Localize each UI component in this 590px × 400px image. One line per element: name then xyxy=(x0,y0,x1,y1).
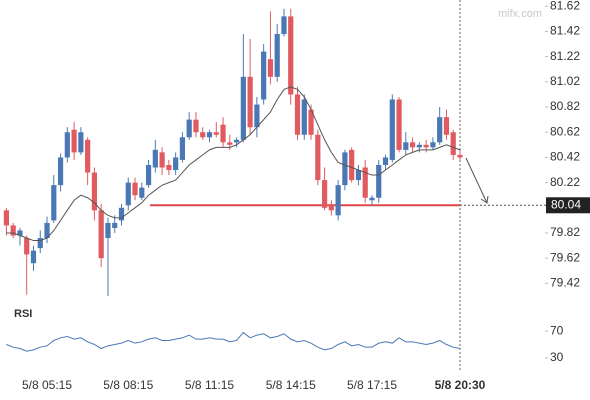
candle-body xyxy=(159,152,165,168)
candle-body xyxy=(78,132,84,153)
candle-body xyxy=(342,152,348,186)
candle-body xyxy=(294,94,301,135)
y-tick-label: 79.62 xyxy=(550,250,580,264)
candle-body xyxy=(57,157,64,186)
candle-body xyxy=(206,132,213,138)
candle-body xyxy=(410,142,416,148)
candle-body xyxy=(376,164,382,198)
candle-body xyxy=(227,142,233,145)
candle-body xyxy=(233,139,240,143)
candle-body xyxy=(186,119,192,138)
y-tick-label: 80.22 xyxy=(550,175,580,189)
rsi-line xyxy=(6,331,461,352)
candle-body xyxy=(281,16,287,35)
price-box xyxy=(546,197,590,214)
candle-body xyxy=(274,34,280,77)
candle-body xyxy=(389,99,395,160)
candle-body xyxy=(145,164,152,186)
candle-body xyxy=(105,222,111,239)
candle-body xyxy=(152,149,158,168)
x-tick-label: 5/8 11:15 xyxy=(185,378,234,392)
x-tick-label: 5/8 14:15 xyxy=(266,378,316,392)
candle-body xyxy=(254,104,260,128)
candle-body xyxy=(17,230,23,236)
candle-body xyxy=(85,139,91,173)
candle-body xyxy=(247,76,253,128)
candle-body xyxy=(430,142,436,148)
candle-body xyxy=(213,132,219,135)
candle-body xyxy=(24,238,30,255)
candle-body xyxy=(396,99,402,150)
rsi-label: RSI xyxy=(14,308,32,320)
candle-body xyxy=(64,132,70,158)
candle-body xyxy=(321,180,328,208)
candle-body xyxy=(308,109,314,135)
candle-body xyxy=(91,172,98,211)
x-tick-label: 5/8 05:15 xyxy=(22,378,72,392)
candle-body xyxy=(335,185,341,216)
y-tick-label: 79.82 xyxy=(550,225,580,239)
candle-body xyxy=(437,117,443,143)
moving-average xyxy=(6,86,461,242)
candle-body xyxy=(30,250,37,264)
candle-body xyxy=(166,164,172,171)
rsi-tick-label: 30 xyxy=(550,350,564,364)
candle-body xyxy=(349,149,355,181)
candle-body xyxy=(37,238,43,249)
y-tick-label: 81.62 xyxy=(550,0,580,12)
watermark: mifx.com xyxy=(498,8,542,20)
candle-body xyxy=(112,222,118,228)
y-tick-label: 81.42 xyxy=(550,24,580,38)
candle-body xyxy=(315,134,321,181)
candle-body xyxy=(125,182,131,206)
projection-arrow xyxy=(465,157,489,204)
candle-body xyxy=(355,170,362,181)
candle-body xyxy=(261,51,267,100)
y-tick-label: 81.02 xyxy=(550,74,580,88)
candle-body xyxy=(240,76,246,140)
y-tick-label: 80.82 xyxy=(550,99,580,113)
candle-body xyxy=(443,117,450,135)
y-tick-label: 81.22 xyxy=(550,49,580,63)
candle-body xyxy=(220,124,226,143)
candle-body xyxy=(403,142,409,150)
candle-body xyxy=(382,157,389,165)
candle-body xyxy=(51,185,57,221)
rsi-tick-label: 70 xyxy=(550,323,564,337)
candle-body xyxy=(3,210,9,226)
candle-body xyxy=(450,132,456,155)
current-price-label: 80.04 xyxy=(551,197,581,211)
candle-body xyxy=(10,225,16,236)
x-tick-label: 5/8 20:30 xyxy=(435,378,486,392)
candle-body xyxy=(200,132,206,138)
y-tick-label: 80.62 xyxy=(550,124,580,138)
candle-body xyxy=(362,167,368,198)
candle-body xyxy=(267,59,274,77)
candle-body xyxy=(98,210,104,259)
candle-body xyxy=(179,137,186,160)
candle-body xyxy=(193,119,199,133)
candle-body xyxy=(457,154,463,158)
candle-body xyxy=(416,144,422,148)
candle-body xyxy=(132,182,138,196)
x-tick-label: 5/8 08:15 xyxy=(103,378,153,392)
candle-body xyxy=(71,129,77,153)
y-tick-label: 80.42 xyxy=(550,150,580,164)
candle-body xyxy=(301,99,307,135)
y-tick-label: 79.42 xyxy=(550,276,580,290)
candle-body xyxy=(139,187,145,198)
candle-body xyxy=(328,205,334,211)
candle-body xyxy=(173,157,179,171)
candle-body xyxy=(369,197,375,201)
candle-body xyxy=(423,144,429,148)
candle-body xyxy=(118,207,125,221)
candle-body xyxy=(44,222,50,239)
candle-body xyxy=(288,16,294,95)
x-tick-label: 5/8 17:15 xyxy=(347,378,397,392)
